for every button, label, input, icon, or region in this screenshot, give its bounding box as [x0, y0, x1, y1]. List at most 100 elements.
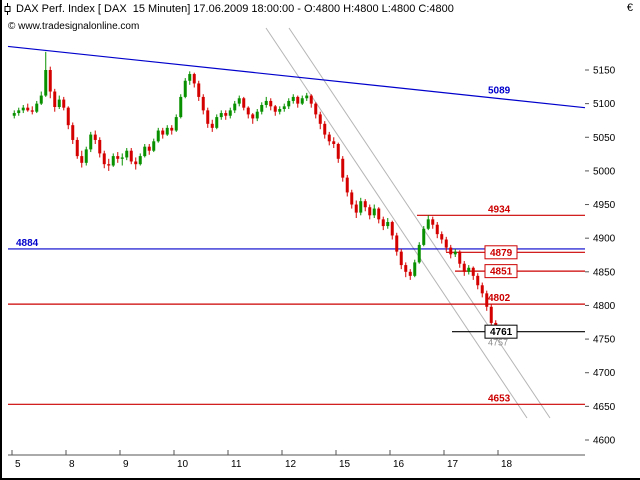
candle-body	[228, 110, 232, 116]
candle-body	[80, 156, 84, 163]
candle-body	[449, 247, 453, 255]
candle-body	[111, 156, 115, 166]
trendline-label: 5089	[488, 85, 511, 96]
y-axis-label: 4600	[593, 435, 616, 446]
y-axis-label: 4950	[593, 200, 616, 211]
channel-trendline[interactable]	[288, 27, 551, 419]
candle-body	[431, 219, 435, 225]
candle-body	[161, 130, 165, 135]
candle-body	[467, 267, 471, 272]
candle-body	[260, 104, 264, 112]
price-level-label-box	[484, 264, 518, 279]
y-axis-label: 5100	[593, 99, 616, 110]
candle-body	[372, 208, 376, 216]
candle-body	[350, 192, 354, 205]
candle-body	[327, 134, 331, 142]
candle-body	[138, 156, 142, 165]
candle-body	[305, 95, 309, 99]
candle-body	[57, 99, 61, 107]
candle-body	[224, 113, 228, 116]
candle-body	[75, 139, 79, 157]
x-axis-label: 8	[69, 459, 75, 470]
candle-body	[134, 161, 138, 165]
candle-body	[206, 110, 210, 124]
price-annotation: 4757	[488, 338, 508, 348]
x-axis-label: 10	[177, 459, 189, 470]
y-axis-label: 5150	[593, 66, 616, 77]
candle-body	[381, 219, 385, 227]
candle-body	[93, 134, 97, 140]
candle-body	[62, 99, 66, 108]
candle-body	[390, 222, 394, 236]
candle-body	[269, 100, 273, 107]
candle-body	[413, 262, 417, 276]
candle-body	[107, 164, 111, 166]
price-level-label: 4879	[490, 248, 513, 259]
candle-body	[179, 96, 183, 118]
candle-body	[458, 251, 462, 264]
candle-body	[354, 204, 358, 213]
candle-body	[417, 244, 421, 263]
candle-body	[251, 114, 255, 119]
candle-body	[278, 109, 282, 112]
candle-body	[30, 110, 34, 112]
y-axis-label: 4650	[593, 402, 616, 413]
candle-body	[192, 74, 196, 84]
window-border-bottom	[0, 478, 640, 480]
candle-body	[129, 150, 133, 162]
candle-body	[84, 149, 88, 163]
candle-body	[273, 106, 277, 112]
chart-title: DAX Perf. Index [ DAX 15 Minuten] 17.06.…	[16, 2, 454, 15]
x-axis-label: 9	[123, 459, 129, 470]
candle-body	[444, 239, 448, 248]
candle-body	[237, 98, 241, 104]
x-axis-label: 5	[15, 459, 21, 470]
candle-body	[291, 96, 295, 101]
candle-body	[476, 275, 480, 286]
candle-body	[318, 114, 322, 124]
candle-body	[408, 271, 412, 276]
price-level-label: 4761	[490, 327, 513, 338]
window-border-left	[0, 0, 2, 480]
candle-body	[426, 219, 430, 229]
candle-body	[98, 139, 102, 154]
x-axis-label: 12	[285, 459, 297, 470]
chart-header: DAX Perf. Index [ DAX 15 Minuten] 17.06.…	[0, 0, 640, 17]
candle-body	[363, 201, 367, 208]
candle-body	[210, 123, 214, 128]
trendline[interactable]	[7, 45, 586, 109]
candle-body	[386, 222, 390, 227]
candle-body	[480, 285, 484, 294]
candle-body	[485, 293, 489, 307]
x-axis-label: 18	[501, 459, 513, 470]
candle-body	[102, 153, 106, 165]
candle-body	[296, 96, 300, 104]
y-axis-label: 4700	[593, 368, 616, 379]
candle-body	[309, 95, 313, 104]
candle-body	[368, 207, 372, 216]
y-axis-label: 5000	[593, 166, 616, 177]
y-axis-label: 4800	[593, 301, 616, 312]
y-axis-label: 5050	[593, 133, 616, 144]
x-axis-label: 17	[447, 459, 459, 470]
y-axis-label: 4750	[593, 335, 616, 346]
x-axis-label: 11	[231, 459, 242, 470]
candle-body	[174, 117, 178, 131]
candle-body	[323, 123, 327, 135]
candle-body	[125, 150, 129, 158]
candle-body	[71, 125, 75, 140]
candle-body	[53, 91, 57, 107]
candle-body	[21, 107, 25, 111]
candle-body	[462, 263, 466, 272]
candle-body	[48, 70, 52, 92]
candle-body	[233, 103, 237, 111]
candle-body	[17, 110, 21, 114]
price-level-label-box	[484, 324, 518, 339]
candle-body	[215, 117, 219, 128]
currency-label: €	[626, 2, 633, 14]
candle-body	[242, 98, 246, 108]
channel-trendline[interactable]	[265, 27, 528, 419]
price-level-label-box	[484, 245, 518, 260]
